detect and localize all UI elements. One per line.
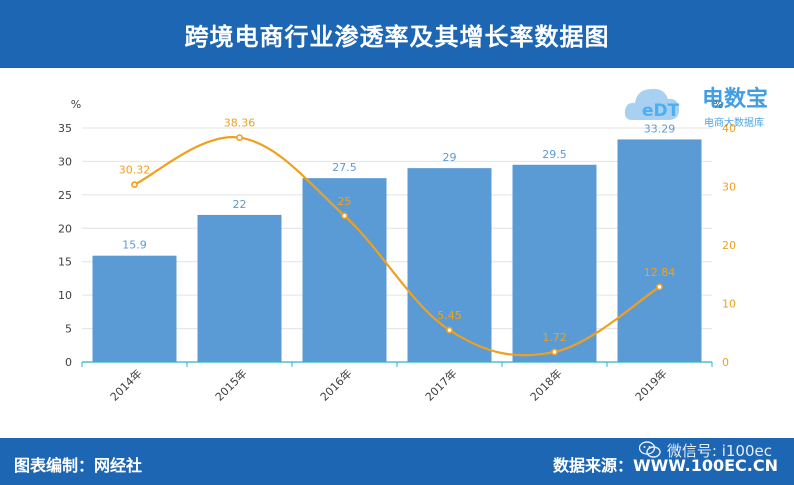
y-tick-label: 15 bbox=[58, 256, 72, 269]
y2-axis-label: % bbox=[713, 98, 723, 111]
bar-value-label: 29 bbox=[443, 151, 457, 164]
bar bbox=[302, 178, 387, 362]
wechat-watermark: 微信号: i100ec bbox=[638, 438, 772, 462]
header-banner: 跨境电商行业渗透率及其增长率数据图 bbox=[0, 0, 794, 68]
bar bbox=[197, 214, 282, 362]
line-value-label: 12.84 bbox=[644, 266, 676, 279]
x-tick-label: 2015年 bbox=[212, 366, 249, 403]
x-tick-label: 2018年 bbox=[527, 366, 564, 403]
footer-banner: 图表编制：网经社 数据来源：WWW.100EC.CN bbox=[0, 438, 794, 485]
line-point bbox=[341, 212, 348, 220]
line-point bbox=[446, 326, 453, 334]
cloud-icon bbox=[624, 88, 680, 120]
chart-title: 跨境电商行业渗透率及其增长率数据图 bbox=[184, 22, 610, 51]
wechat-id: 微信号: i100ec bbox=[666, 441, 772, 460]
bar-value-label: 22 bbox=[233, 198, 247, 211]
x-tick-label: 2017年 bbox=[422, 366, 459, 403]
logo-name: 电数宝 bbox=[702, 86, 768, 112]
bar bbox=[512, 164, 597, 362]
x-tick-label: 2016年 bbox=[317, 366, 354, 403]
chart-area: 0 5 10 15 20 25 30 35 0 10 20 30 40%% 15.9 22 27.5 29 29.… bbox=[0, 68, 794, 438]
wechat-icon bbox=[638, 441, 661, 458]
footer-source-left: 图表编制：网经社 bbox=[14, 456, 143, 475]
y2-tick-label: 40 bbox=[722, 122, 736, 135]
footer-source-right: 数据来源：WWW.100EC.CN bbox=[552, 456, 778, 475]
bar-value-label: 15.9 bbox=[122, 239, 147, 252]
y-tick-label: 30 bbox=[58, 155, 72, 168]
y2-tick-label: 10 bbox=[722, 298, 736, 311]
bar bbox=[92, 255, 177, 362]
y-axis-label: % bbox=[71, 98, 81, 111]
bar-value-label: 29.5 bbox=[542, 148, 567, 161]
logo-subtitle: 电商大数据库 bbox=[704, 116, 764, 129]
y-tick-label: 35 bbox=[58, 122, 72, 135]
logo-mark: eDT bbox=[642, 101, 680, 121]
y-tick-label: 10 bbox=[58, 289, 72, 302]
line-point bbox=[236, 134, 243, 141]
line-value-label: 25 bbox=[338, 195, 352, 208]
line-point bbox=[656, 283, 663, 291]
line-value-label: 30.32 bbox=[119, 164, 151, 177]
bar bbox=[617, 139, 702, 362]
y-tick-label: 20 bbox=[58, 222, 72, 235]
y-tick-label: 25 bbox=[58, 189, 72, 202]
logo: eDT 电数宝 电商大数据库 bbox=[624, 86, 768, 129]
bar-value-label: 33.29 bbox=[644, 122, 676, 135]
line-point bbox=[131, 181, 138, 189]
y-tick-label: 0 bbox=[65, 356, 72, 369]
x-tick-label: 2019年 bbox=[632, 366, 669, 403]
line-value-label: 1.72 bbox=[542, 331, 567, 344]
growth-rate-line bbox=[134, 136, 661, 357]
line-value-label: 38.36 bbox=[224, 117, 256, 130]
y-tick-label: 5 bbox=[65, 323, 72, 336]
y2-tick-label: 20 bbox=[722, 239, 736, 252]
y2-tick-label: 0 bbox=[722, 356, 729, 369]
y2-tick-label: 30 bbox=[722, 181, 736, 194]
line-value-label: 5.45 bbox=[437, 309, 462, 322]
x-tick-label: 2014年 bbox=[107, 366, 144, 403]
bar-value-label: 27.5 bbox=[332, 161, 357, 174]
combo-chart: 0 5 10 15 20 25 30 35 0 10 20 30 40% % 15.9 22 27.5 29 29.… bbox=[58, 98, 736, 404]
line-point bbox=[551, 348, 558, 356]
